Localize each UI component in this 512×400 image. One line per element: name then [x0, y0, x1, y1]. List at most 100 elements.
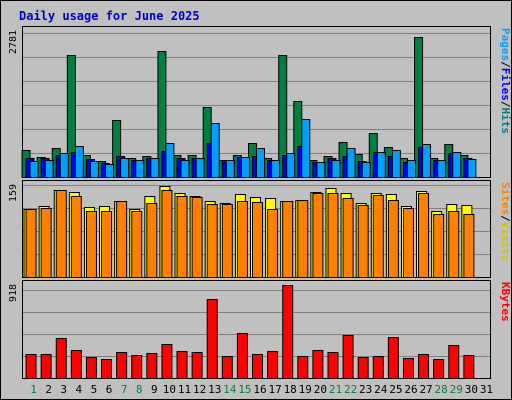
x-tick-day-10: 10 — [163, 383, 176, 396]
x-tick-day-8: 8 — [136, 383, 143, 396]
x-tick-day-29: 29 — [450, 383, 463, 396]
bar-kbytes-day-29 — [448, 345, 460, 379]
x-tick-day-16: 16 — [253, 383, 266, 396]
panel-visits_sites: 159 Sites/Visits — [8, 180, 512, 278]
legend-entry: Hits — [499, 108, 512, 135]
bar-sites-day-1 — [25, 209, 37, 278]
bar-sites-day-24 — [372, 195, 384, 278]
x-tick-day-4: 4 — [76, 383, 83, 396]
x-tick-day-11: 11 — [178, 383, 191, 396]
legend-entry: / — [499, 101, 512, 108]
bar-kbytes-day-20 — [312, 350, 324, 379]
bar-pages-day-20 — [316, 162, 326, 178]
bar-pages-day-16 — [256, 148, 265, 178]
x-tick-day-30: 30 — [465, 383, 478, 396]
x-tick-day-18: 18 — [284, 383, 297, 396]
x-tick-day-5: 5 — [91, 383, 98, 396]
legend-entry: Visits — [499, 222, 512, 262]
bar-pages-day-18 — [286, 153, 296, 178]
bar-sites-day-19 — [297, 200, 309, 278]
bar-pages-day-23 — [361, 162, 371, 178]
x-tick-day-2: 2 — [45, 383, 52, 396]
bar-sites-day-9 — [146, 203, 158, 278]
bar-sites-day-26 — [402, 208, 414, 278]
bar-kbytes-day-2 — [40, 354, 52, 379]
chart-title: Daily usage for June 2025 — [19, 9, 200, 23]
bar-sites-day-3 — [55, 190, 67, 278]
x-tick-day-26: 26 — [404, 383, 417, 396]
bar-sites-day-25 — [387, 200, 399, 278]
bar-pages-day-29 — [452, 152, 462, 178]
bar-sites-day-20 — [312, 193, 324, 278]
panel-hits_files_pages: 2781 Pages/Files/Hits — [8, 26, 512, 178]
bar-sites-day-16 — [252, 202, 263, 278]
legend-entry: / — [499, 215, 512, 222]
y-max-label: 918 — [8, 284, 19, 302]
bar-kbytes-day-11 — [176, 351, 188, 379]
bar-sites-day-7 — [116, 201, 128, 278]
bar-kbytes-day-22 — [342, 335, 354, 379]
bar-pages-day-25 — [391, 150, 401, 178]
legend-entry: Pages — [499, 28, 512, 61]
bar-kbytes-day-17 — [267, 351, 279, 379]
x-tick-day-24: 24 — [374, 383, 388, 396]
legend-entry: Sites — [499, 182, 512, 215]
x-tick-day-3: 3 — [60, 383, 67, 396]
bar-kbytes-day-28 — [433, 359, 445, 379]
bar-sites-day-27 — [418, 193, 430, 278]
bar-pages-day-10 — [165, 143, 175, 178]
x-tick-day-6: 6 — [106, 383, 113, 396]
bar-sites-day-4 — [70, 196, 82, 278]
bar-sites-day-14 — [221, 204, 233, 278]
bar-pages-day-2 — [44, 160, 54, 178]
bar-kbytes-day-5 — [85, 357, 97, 379]
bar-pages-day-14 — [225, 160, 235, 178]
y-max-label: 159 — [8, 184, 19, 202]
bar-pages-day-21 — [331, 160, 341, 178]
bar-pages-day-4 — [74, 146, 84, 178]
x-tick-day-7: 7 — [121, 383, 128, 396]
legend-visits_sites: Sites/Visits — [499, 182, 512, 262]
x-tick-day-12: 12 — [193, 383, 206, 396]
bar-sites-day-2 — [40, 208, 52, 278]
x-tick-day-1: 1 — [30, 383, 37, 396]
x-tick-day-28: 28 — [435, 383, 448, 396]
bar-pages-day-30 — [467, 159, 477, 178]
bar-pages-day-9 — [150, 158, 160, 178]
bar-kbytes-day-19 — [297, 356, 309, 379]
bar-kbytes-day-6 — [101, 359, 113, 379]
bar-sites-day-23 — [357, 205, 369, 278]
bar-sites-day-11 — [176, 196, 188, 278]
bar-sites-day-28 — [433, 214, 445, 278]
bar-pages-day-5 — [89, 161, 99, 178]
bar-kbytes-day-27 — [418, 354, 430, 379]
bar-sites-day-22 — [342, 198, 354, 278]
bar-pages-day-7 — [120, 158, 130, 178]
bar-pages-day-15 — [240, 157, 250, 178]
bar-pages-day-17 — [271, 160, 281, 178]
panel-kbytes: 918 KBytes — [8, 280, 512, 379]
legend-entry: Files — [499, 68, 512, 101]
bar-pages-day-8 — [135, 160, 145, 178]
bar-sites-day-5 — [85, 211, 97, 278]
bar-pages-day-26 — [406, 160, 416, 178]
bar-pages-day-3 — [59, 153, 69, 178]
bar-sites-day-8 — [131, 211, 143, 278]
bar-sites-day-30 — [463, 214, 475, 278]
bar-kbytes-day-15 — [236, 333, 248, 379]
bar-sites-day-6 — [101, 211, 113, 278]
legend-kbytes: KBytes — [499, 282, 512, 322]
bar-kbytes-day-26 — [402, 358, 414, 379]
x-tick-day-13: 13 — [208, 383, 221, 396]
bar-pages-day-19 — [301, 119, 311, 178]
bar-kbytes-day-10 — [161, 344, 173, 379]
bar-kbytes-day-30 — [463, 355, 475, 379]
bar-sites-day-18 — [282, 201, 294, 278]
x-tick-day-19: 19 — [299, 383, 312, 396]
legend-hits_files_pages: Pages/Files/Hits — [499, 28, 512, 134]
bar-kbytes-day-12 — [191, 352, 203, 379]
bar-kbytes-day-3 — [55, 338, 67, 379]
bar-kbytes-day-4 — [70, 350, 82, 379]
